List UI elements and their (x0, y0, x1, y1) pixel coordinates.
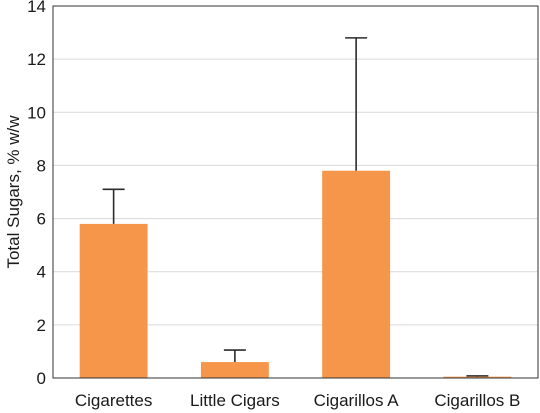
y-tick-label: 0 (37, 369, 46, 388)
x-category-label: Cigarettes (75, 391, 152, 410)
x-axis-categories: Cigarettes Little Cigars Cigarillos A Cigar… (75, 391, 520, 410)
bars (79, 170, 512, 378)
bar (443, 376, 512, 378)
bar (79, 223, 148, 378)
x-category-label: Cigarillos A (314, 391, 400, 410)
y-tick-label: 2 (37, 316, 46, 335)
error-bars (102, 37, 489, 377)
x-category-label: Cigarillos B (434, 391, 520, 410)
bar (322, 170, 391, 378)
y-tick-label: 6 (37, 210, 46, 229)
y-axis-title: Total Sugars, % w/w (4, 115, 23, 269)
y-tick-label: 4 (37, 263, 46, 282)
error-bar (345, 37, 368, 171)
error-bar (223, 349, 246, 363)
y-tick-label: 8 (37, 156, 46, 175)
bar (200, 362, 269, 378)
y-axis-ticks: 0 2 4 6 8 10 12 14 (27, 0, 46, 388)
y-tick-label: 10 (27, 103, 46, 122)
x-category-label: Little Cigars (190, 391, 280, 410)
error-bar (102, 188, 125, 224)
y-tick-label: 12 (27, 50, 46, 69)
error-bar (466, 375, 489, 377)
plot-frame (52, 5, 539, 379)
y-tick-label: 14 (27, 0, 46, 16)
